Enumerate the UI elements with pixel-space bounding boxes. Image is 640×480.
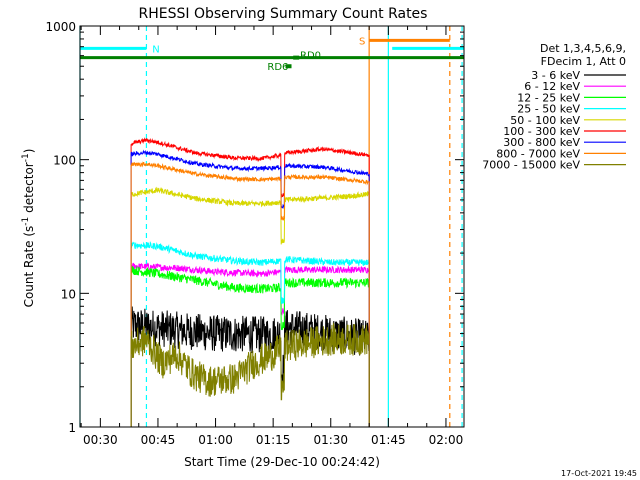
x-tick-label-6: 02:00 xyxy=(429,433,464,447)
timestamp: 17-Oct-2021 19:45 xyxy=(561,469,637,478)
legend-header-detectors: Det 1,3,4,5,6,9, xyxy=(540,42,626,55)
legend-label-6: 300 - 800 keV xyxy=(503,136,580,149)
legend-label-5: 100 - 300 keV xyxy=(503,125,580,138)
y-tick-label-0: 1 xyxy=(68,421,76,435)
series-line-2 xyxy=(130,266,370,427)
data-curves xyxy=(79,26,463,427)
series-line-4 xyxy=(130,186,370,427)
x-tick-label-4: 01:30 xyxy=(313,433,348,447)
series-line-1 xyxy=(130,262,370,427)
y-axis-label: Count Rate (s-1 detector-1) xyxy=(21,149,36,308)
flag-label-n: N xyxy=(152,44,159,55)
legend-label-1: 6 - 12 keV xyxy=(524,80,580,93)
y-axis-label-mid: detector xyxy=(22,162,36,217)
y-tick-label-2: 100 xyxy=(53,154,76,168)
flag-label-s: S xyxy=(359,36,365,47)
series-line-8 xyxy=(130,322,370,427)
rd-label-rd0: RD0 xyxy=(300,51,321,62)
rd-marker-rd0 xyxy=(293,55,300,60)
chart-title: RHESSI Observing Summary Count Rates xyxy=(139,6,428,22)
x-axis-label: Start Time (29-Dec-10 00:24:42) xyxy=(184,455,380,469)
legend-label-8: 7000 - 15000 keV xyxy=(482,159,580,172)
legend-header-attenuator: FDecim 1, Att 0 xyxy=(541,55,626,68)
y-tick-label-3: 1000 xyxy=(45,20,76,34)
plot-frame xyxy=(79,25,465,428)
y-axis-label-end: ) xyxy=(22,149,36,154)
flag-bars: N S RD0 RD6 xyxy=(80,36,464,73)
x-tick-label-1: 00:45 xyxy=(141,433,176,447)
legend-label-3: 25 - 50 keV xyxy=(517,103,580,116)
x-tick-label-5: 01:45 xyxy=(371,433,406,447)
legend-label-2: 12 - 25 keV xyxy=(517,91,580,104)
series-line-7 xyxy=(130,161,370,427)
series-line-6 xyxy=(130,149,370,427)
y-axis-label-sup2: -1 xyxy=(21,153,31,162)
legend: Det 1,3,4,5,6,9, FDecim 1, Att 0 3 - 6 k… xyxy=(482,42,626,172)
legend-label-7: 800 - 7000 keV xyxy=(496,147,580,160)
y-axis-label-main: Count Rate (s xyxy=(22,226,36,308)
chart-axes: 1 10 100 1000 00:30 00:45 01:00 01:15 01:30 01:45… xyxy=(45,20,465,447)
series-line-5 xyxy=(130,137,370,427)
legend-label-4: 50 - 100 keV xyxy=(510,114,580,127)
x-tick-label-3: 01:15 xyxy=(256,433,291,447)
rd-marker-rd6 xyxy=(285,64,292,69)
legend-label-0: 3 - 6 keV xyxy=(531,69,580,82)
x-tick-label-0: 00:30 xyxy=(83,433,118,447)
y-tick-label-1: 10 xyxy=(61,287,76,301)
series-line-0 xyxy=(130,306,370,427)
series-line-3 xyxy=(130,241,370,427)
rd-label-rd6: RD6 xyxy=(267,62,288,73)
y-axis-label-sup1: -1 xyxy=(21,217,31,226)
x-tick-label-2: 01:00 xyxy=(198,433,233,447)
